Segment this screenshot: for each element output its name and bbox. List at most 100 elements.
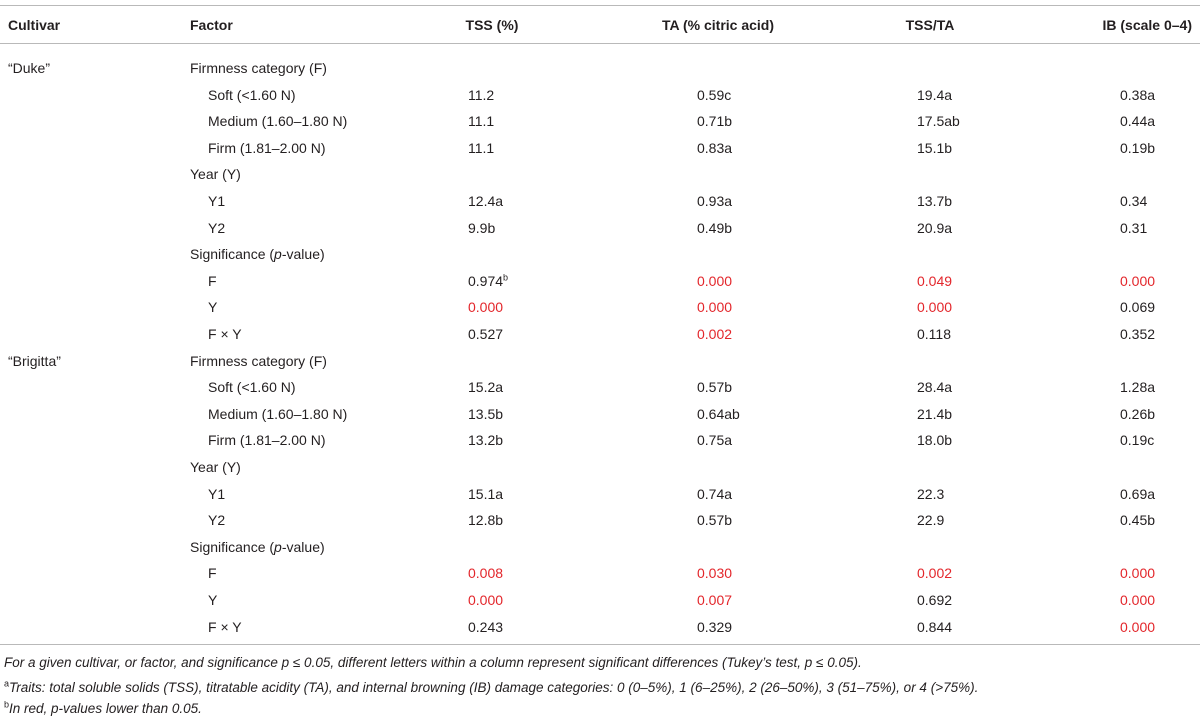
value-cell: 12.4a xyxy=(468,193,504,209)
value-text: 0.974 xyxy=(468,272,504,289)
group-title: Firmness category (F) xyxy=(190,60,327,76)
value-text: 0.049 xyxy=(917,272,953,289)
value-cell: 0.692 xyxy=(917,592,953,608)
value-cell: 0.74a xyxy=(697,485,733,502)
cultivar-name: “Brigitta” xyxy=(8,352,61,369)
value-cell: 0.64ab xyxy=(697,405,740,422)
value-cell: 0.000 xyxy=(1120,591,1155,609)
top-rule xyxy=(0,5,1200,6)
group-title: Significance (p-value) xyxy=(190,245,325,263)
value-cell: 0.000 xyxy=(1120,618,1155,636)
value-cell: 11.1 xyxy=(468,113,495,130)
footnote: For a given cultivar, or factor, and sig… xyxy=(4,654,862,672)
factor-level: Medium (1.60–1.80 N) xyxy=(208,405,348,422)
footnote: bIn red, p-values lower than 0.05. xyxy=(4,700,202,718)
factor-level: Y1 xyxy=(208,485,226,502)
header-rule xyxy=(0,43,1200,44)
value-cell: 12.8b xyxy=(468,512,504,529)
column-header: TA (% citric acid) xyxy=(661,17,775,33)
value-cell: 0.19b xyxy=(1120,139,1156,156)
value-cell: 0.19c xyxy=(1120,432,1155,449)
group-title: Significance (p-value) xyxy=(190,538,325,556)
value-cell: 22.9 xyxy=(917,512,945,529)
value-cell: 0.000 xyxy=(697,298,732,316)
value-cell: 15.2a xyxy=(468,379,504,396)
column-header: Factor xyxy=(190,17,233,33)
column-header: IB (scale 0–4) xyxy=(1102,17,1193,33)
value-text: 0.030 xyxy=(697,565,733,582)
value-cell: 0.38a xyxy=(1120,86,1156,103)
value-cell: 0.844 xyxy=(917,618,953,635)
factor-level: F × Y xyxy=(208,618,242,635)
factor-level: Soft (<1.60 N) xyxy=(208,86,296,103)
value-cell: 9.9b xyxy=(468,219,496,236)
value-text: 0.000 xyxy=(1120,272,1156,289)
footnote-text: In red, p-values lower than 0.05. xyxy=(9,701,202,716)
factor-level: Firm (1.81–2.00 N) xyxy=(208,432,326,449)
value-text: 0.000 xyxy=(697,272,733,289)
factor-level: Y1 xyxy=(208,193,226,209)
value-cell: 0.000 xyxy=(468,591,503,609)
footnote-mark: a xyxy=(4,678,10,689)
value-cell: 0.000 xyxy=(697,272,732,290)
value-cell: 0.57b xyxy=(697,512,733,529)
value-cell: 0.93a xyxy=(697,193,733,209)
value-cell: 0.26b xyxy=(1120,405,1156,422)
value-cell: 18.0b xyxy=(917,432,953,449)
value-cell: 0.118 xyxy=(917,326,951,342)
group-title: Year (Y) xyxy=(190,166,241,183)
value-cell: 0.002 xyxy=(917,564,952,582)
factor-level: Y2 xyxy=(208,219,226,236)
value-cell: 13.7b xyxy=(917,193,953,209)
value-cell: 0.000 xyxy=(917,298,952,316)
value-cell: 0.83a xyxy=(697,139,733,156)
value-text: 0.000 xyxy=(1120,618,1156,635)
value-cell: 0.57b xyxy=(697,379,733,396)
value-text: 0.002 xyxy=(917,565,953,582)
value-cell: 13.2b xyxy=(468,432,504,449)
value-superscript: b xyxy=(503,272,509,283)
factor-level: Y xyxy=(208,299,218,316)
value-cell: 15.1b xyxy=(917,139,953,156)
title-part: p xyxy=(274,246,282,263)
value-cell: 21.4b xyxy=(917,405,953,422)
value-cell: 0.329 xyxy=(697,618,733,635)
footnote-text: Traits: total soluble solids (TSS), titr… xyxy=(9,680,979,695)
value-cell: 0.71b xyxy=(697,113,733,130)
value-cell: 0.243 xyxy=(468,618,504,635)
value-cell: 0.974b xyxy=(468,272,508,290)
value-cell: 0.049 xyxy=(917,272,952,290)
title-part: Significance ( xyxy=(190,538,275,555)
value-text: 0.008 xyxy=(468,565,504,582)
value-cell: 0.527 xyxy=(468,326,504,342)
value-cell: 19.4a xyxy=(917,86,953,103)
value-cell: 0.000 xyxy=(468,298,503,316)
footnote: aTraits: total soluble solids (TSS), tit… xyxy=(4,679,978,697)
value-text: 0.007 xyxy=(697,592,733,608)
value-cell: 0.59c xyxy=(697,86,732,103)
value-cell: 0.49b xyxy=(697,219,733,236)
cultivar-name: “Duke” xyxy=(8,60,51,76)
value-text: 0.000 xyxy=(697,299,733,316)
value-cell: 0.34 xyxy=(1120,193,1148,209)
bottom-rule xyxy=(0,644,1200,645)
value-text: 0.000 xyxy=(917,299,953,316)
value-cell: 0.31 xyxy=(1120,219,1148,236)
factor-level: F xyxy=(208,272,217,289)
value-cell: 15.1a xyxy=(468,485,504,502)
value-text: 0.000 xyxy=(1120,592,1156,608)
value-text: 0.000 xyxy=(468,592,504,608)
factor-level: Medium (1.60–1.80 N) xyxy=(208,113,348,130)
value-text: 0.000 xyxy=(1120,565,1156,582)
value-cell: 13.5b xyxy=(468,405,504,422)
value-cell: 11.2 xyxy=(468,86,495,103)
factor-level: Y xyxy=(208,592,218,608)
value-cell: 17.5ab xyxy=(917,113,960,130)
value-cell: 0.002 xyxy=(697,325,732,343)
value-cell: 0.007 xyxy=(697,591,732,609)
factor-level: F × Y xyxy=(208,326,242,342)
value-cell: 0.000 xyxy=(1120,272,1155,290)
title-part: -value) xyxy=(281,538,325,555)
value-text: 0.000 xyxy=(468,299,504,316)
